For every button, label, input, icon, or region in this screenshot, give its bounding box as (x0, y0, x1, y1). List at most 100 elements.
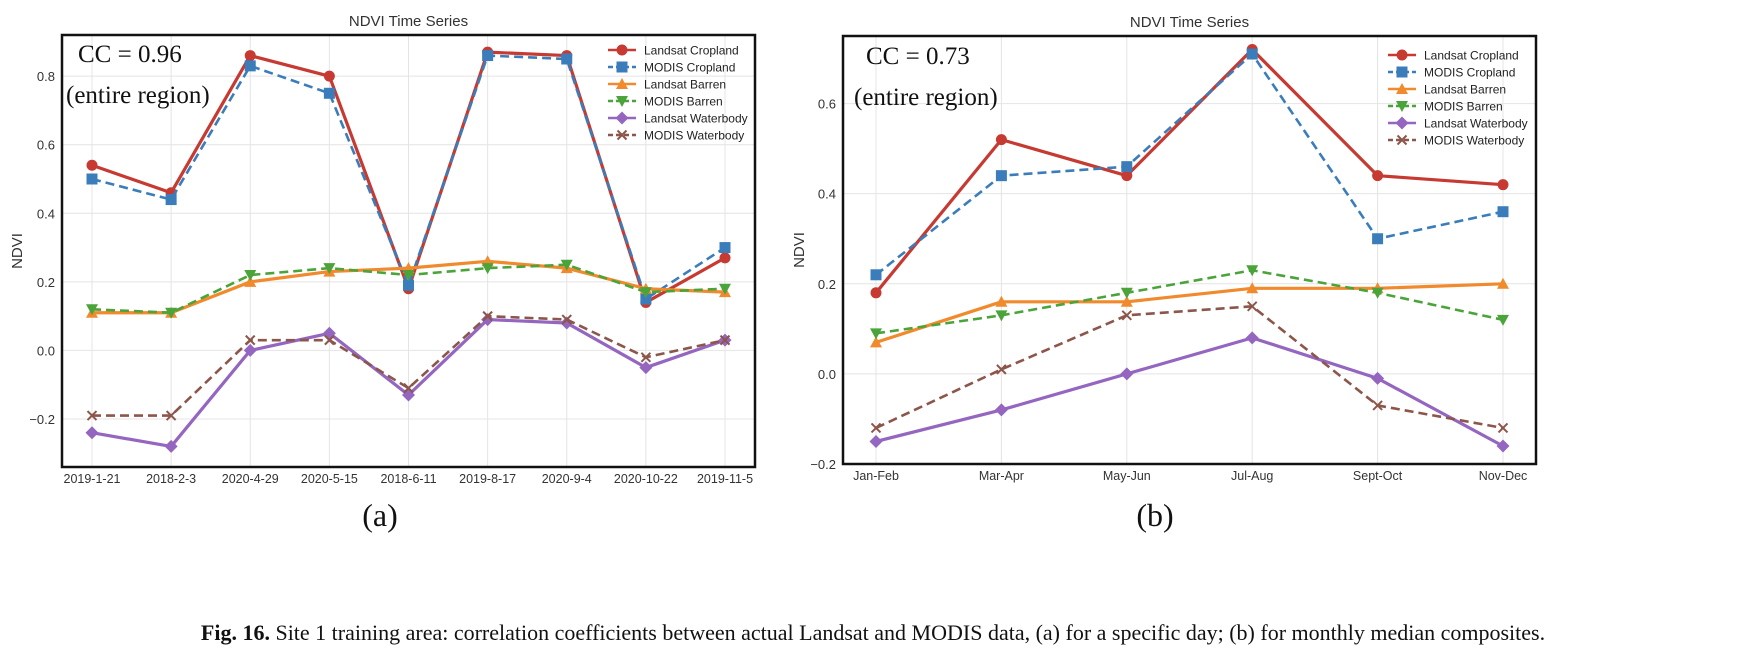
caption-text: Site 1 training area: correlation coeffi… (275, 620, 1546, 645)
data-point (165, 410, 177, 421)
x-tick-label: 2020-10-22 (614, 472, 678, 486)
legend-swatch-marker-stroke-b (616, 129, 628, 141)
data-point-stroke-b (403, 382, 414, 394)
data-point (995, 310, 1008, 322)
y-axis-label: NDVI (9, 233, 26, 269)
y-tick-label: −0.2 (29, 412, 55, 427)
data-point (482, 50, 494, 62)
legend-swatch-marker-stroke-b (1396, 134, 1408, 146)
y-tick-label: 0.2 (37, 275, 55, 290)
data-point (1246, 48, 1258, 60)
data-point (1121, 161, 1133, 173)
x-tick-label: 2019-1-21 (64, 472, 121, 486)
data-point-stroke-b (719, 334, 731, 346)
series-line (875, 282, 1504, 344)
legend-label: MODIS Waterbody (1424, 134, 1524, 148)
data-point (244, 275, 257, 287)
series-modis-cropland (86, 50, 731, 305)
legend-label: Landsat Barren (644, 78, 726, 92)
data-point (560, 259, 573, 271)
data-point (86, 159, 98, 171)
series-landsat-barren (870, 277, 1509, 348)
panel-label: (a) (362, 497, 398, 533)
data-point (1497, 314, 1509, 326)
data-point-stroke-b (245, 334, 256, 346)
legend-swatch-marker (616, 44, 628, 56)
data-point (243, 343, 257, 357)
data-point (1497, 277, 1509, 289)
data-point (1120, 367, 1134, 381)
region-annotation: (entire region) (854, 84, 998, 111)
data-point-stroke-b (870, 422, 882, 434)
legend-label: MODIS Cropland (644, 61, 735, 75)
data-point (995, 295, 1008, 307)
data-point (640, 293, 652, 305)
legend-swatch-marker (1395, 116, 1409, 130)
data-point (245, 334, 256, 346)
chart-title: NDVI Time Series (1130, 14, 1249, 31)
data-point (639, 361, 653, 375)
data-point (403, 279, 414, 291)
data-point-stroke-b (86, 410, 98, 421)
legend-entry: Landsat Barren (1388, 83, 1506, 97)
series-modis-cropland (870, 48, 1509, 281)
y-axis-label: NDVI (791, 232, 808, 268)
legend-label: Landsat Waterbody (1424, 117, 1528, 131)
data-point (719, 252, 731, 264)
data-point-stroke-b (324, 334, 335, 346)
y-tick-label: 0.4 (818, 187, 836, 202)
legend-entry: MODIS Waterbody (608, 129, 744, 143)
data-point-stroke-b (482, 310, 493, 322)
data-point (481, 263, 494, 275)
data-point (996, 364, 1007, 375)
legend-entry: Landsat Waterbody (608, 111, 748, 126)
legend-entry: MODIS Barren (1388, 100, 1503, 114)
data-point-stroke-b (1497, 422, 1509, 434)
legend-label: Landsat Barren (1424, 83, 1506, 97)
legend-entry: MODIS Cropland (608, 61, 735, 75)
data-point-stroke-b (996, 364, 1007, 375)
data-point (995, 170, 1007, 182)
x-tick-label: Nov-Dec (1479, 469, 1528, 483)
data-point (561, 53, 573, 65)
data-point (869, 434, 883, 448)
legend-entry: Landsat Barren (608, 78, 726, 92)
data-point (1371, 371, 1385, 385)
data-point (1372, 170, 1384, 182)
legend-swatch-marker (1396, 83, 1408, 94)
data-point (165, 194, 177, 206)
x-tick-label: 2018-2-3 (146, 472, 196, 486)
legend-swatch-marker (1396, 66, 1408, 78)
figure-caption: Fig. 16. Site 1 training area: correlati… (0, 620, 1746, 646)
series-landsat-waterbody (869, 331, 1510, 453)
x-tick-label: 2019-11-5 (697, 472, 753, 486)
data-point (870, 269, 882, 281)
series-line (875, 52, 1504, 276)
legend-entry: Landsat Cropland (608, 44, 739, 58)
plot-frame (60, 33, 757, 469)
series-modis-waterbody (870, 301, 1509, 434)
data-point (1496, 439, 1510, 453)
x-tick-label: 2020-5-15 (301, 472, 358, 486)
plot-frame (841, 34, 1538, 466)
data-point (1497, 179, 1509, 191)
series-modis-barren (870, 265, 1509, 340)
y-tick-label: 0.6 (37, 138, 55, 153)
data-point (323, 263, 336, 275)
y-tick-label: −0.2 (810, 457, 836, 472)
data-point (870, 336, 882, 348)
data-point (324, 334, 335, 346)
data-point-stroke-b (1372, 400, 1383, 411)
legend-label: Landsat Waterbody (644, 112, 748, 126)
data-point (994, 403, 1008, 417)
legend-swatch-marker (615, 111, 629, 125)
legend-label: MODIS Barren (644, 95, 723, 109)
x-tick-label: 2018-6-11 (380, 472, 436, 486)
legend-label: Landsat Cropland (1424, 49, 1519, 63)
x-tick-label: 2020-9-4 (542, 472, 592, 486)
data-point-stroke-b (640, 352, 652, 363)
y-tick-label: 0.8 (37, 69, 55, 84)
data-point (323, 70, 335, 82)
chart-panel-b: NDVI Time Series −0.2 0.0 0.2 0.4 0.6 Jan-Feb M… (791, 14, 1538, 483)
